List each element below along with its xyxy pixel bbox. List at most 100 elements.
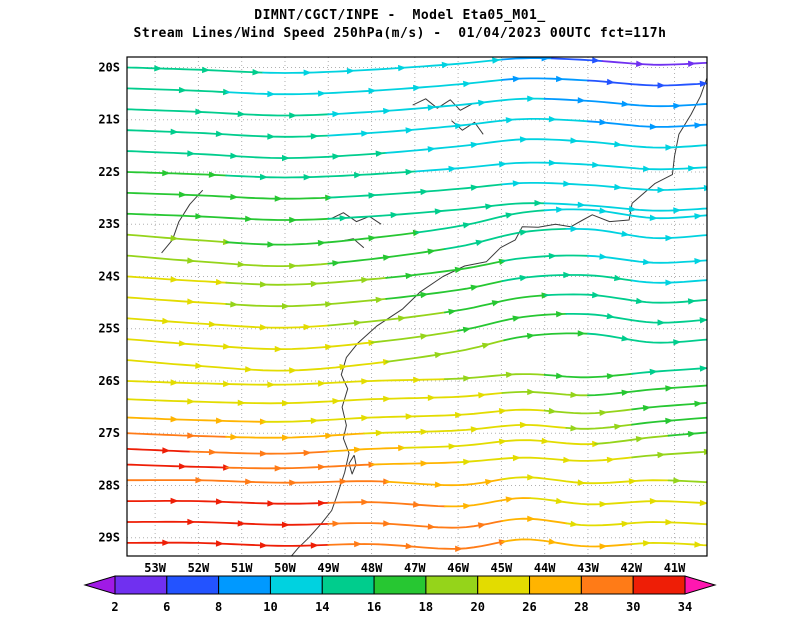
streamline (501, 77, 589, 82)
lon-tick-label: 52W (188, 561, 210, 575)
streamline (400, 439, 597, 449)
streamline (631, 367, 707, 375)
lat-tick-label: 21S (98, 113, 120, 127)
streamline (225, 231, 418, 246)
streamline (631, 541, 707, 547)
streamline (631, 402, 707, 411)
streamline (385, 280, 504, 300)
chart-title: DIMNT/CGCT/INPE - Model Eta05_M01_ (254, 8, 546, 23)
colorbar-segment (529, 575, 582, 595)
lon-tick-label: 48W (361, 561, 383, 575)
streamline (127, 171, 228, 177)
colorbar-label: 2 (111, 600, 118, 614)
colorbar-segment (269, 575, 323, 595)
streamlines (127, 57, 707, 552)
streamline (127, 463, 228, 469)
streamline (127, 233, 228, 244)
streamline (225, 170, 418, 179)
lon-tick-label: 47W (404, 561, 426, 575)
streamline (327, 501, 446, 508)
streamline (127, 479, 388, 484)
streamline (127, 416, 264, 423)
streamline (587, 384, 707, 397)
colorbar-label: 10 (263, 600, 277, 614)
streamline (501, 391, 589, 397)
streamline (127, 520, 330, 526)
lon-tick-label: 49W (317, 561, 339, 575)
colorbar-label: 28 (574, 600, 588, 614)
streamline (551, 57, 604, 62)
colorbar-segment (114, 575, 168, 595)
streamline (667, 431, 707, 437)
streamline (444, 228, 568, 250)
streamline (631, 450, 707, 459)
streamline (587, 254, 707, 264)
streamline (225, 298, 388, 308)
streamline (370, 461, 459, 466)
colorbar-segment (580, 575, 634, 595)
colorbar-arrow-left-icon (83, 575, 116, 595)
coastline (330, 212, 382, 225)
streamline (327, 541, 504, 550)
colorbar-label: 18 (419, 600, 433, 614)
colorbar-label: 16 (367, 600, 381, 614)
colorbar-segment (166, 575, 220, 595)
streamline (543, 408, 633, 415)
streamline (385, 260, 504, 279)
streamline (594, 434, 670, 445)
streamline (327, 202, 546, 220)
streamline (565, 423, 633, 430)
streamline (127, 541, 330, 547)
streamline (415, 209, 546, 234)
streamline (565, 228, 707, 240)
streamline (127, 432, 228, 438)
plot-frame (126, 56, 708, 557)
streamline (503, 332, 589, 342)
streamline (444, 294, 546, 314)
streamline (631, 279, 707, 284)
streamline (262, 58, 504, 74)
streamline (327, 447, 403, 453)
streamline (415, 161, 707, 173)
streamline (631, 416, 707, 426)
streamline (127, 392, 504, 405)
streamline (127, 275, 228, 284)
streamline (543, 97, 707, 108)
streamline (385, 478, 504, 487)
streamline (327, 183, 504, 199)
lon-tick-label: 43W (577, 561, 599, 575)
streamline (565, 521, 707, 527)
streamline (457, 313, 568, 332)
colorbar: 2 6 8 10 14 16 18 20 26 28 30 34 (83, 575, 717, 614)
streamline (501, 254, 589, 263)
lat-tick-label: 29S (98, 531, 120, 545)
streamline (444, 373, 546, 381)
streamline (385, 339, 506, 363)
streamline (127, 66, 264, 74)
colorbar-segment (632, 575, 686, 595)
colorbar-segment (218, 575, 271, 595)
streamline (127, 150, 388, 160)
streamline (543, 372, 633, 379)
streamline (565, 313, 707, 324)
coastline (348, 454, 357, 475)
lat-tick-label: 22S (98, 165, 120, 179)
streamline (127, 296, 228, 305)
streamline (127, 87, 228, 93)
streamline (225, 463, 373, 470)
lat-tick-label: 27S (98, 426, 120, 440)
streamline (225, 277, 388, 286)
streamline (225, 432, 366, 439)
streamline (127, 192, 330, 200)
streamline (385, 138, 707, 154)
lon-tick-label: 41W (664, 561, 686, 575)
colorbar-segment (477, 575, 531, 595)
colorbar-segment (373, 575, 427, 595)
streamline (127, 108, 330, 117)
lon-tick-label: 46W (447, 561, 469, 575)
streamline (667, 479, 707, 484)
streamline (501, 517, 568, 525)
lon-tick-label: 42W (620, 561, 642, 575)
